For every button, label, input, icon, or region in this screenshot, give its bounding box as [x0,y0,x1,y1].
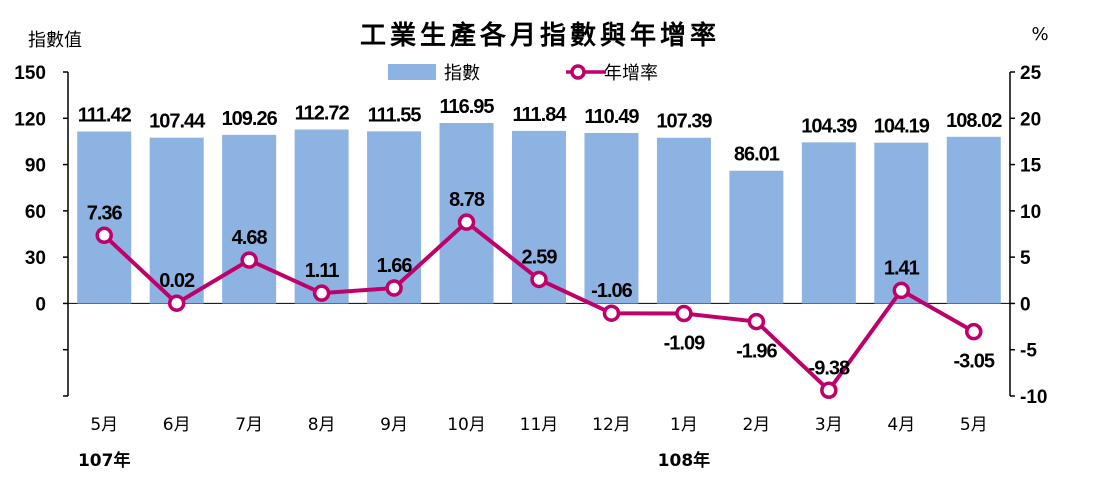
bar [222,134,277,304]
left-tick-label: 120 [14,109,46,130]
bar-value-label: 104.19 [874,116,930,138]
right-tick-label: 0 [1020,294,1031,315]
growth-rate-label: -3.05 [953,351,994,373]
growth-rate-point [965,322,983,341]
bar [656,137,711,304]
growth-rate-point [747,312,766,331]
bar [439,122,494,304]
growth-rate-point [675,304,693,323]
growth-rate-label: 2.59 [522,246,558,268]
bar-value-label: 111.42 [78,105,132,127]
growth-rate-label: 1.11 [305,260,340,282]
category-label: 1月 [670,415,698,435]
right-axis-title: % [1031,24,1048,45]
legend-line-marker [570,64,586,80]
left-axis-title: 指數值 [28,30,82,51]
growth-rate-label: 4.68 [232,227,268,249]
growth-rate-label: -1.96 [736,341,777,363]
category-label: 5月 [90,415,118,435]
bar [946,136,1001,304]
growth-rate-point [95,226,113,245]
bar [801,142,856,304]
left-tick-label: 30 [25,248,46,269]
category-label: 7月 [235,415,263,435]
year-label: 108年 [658,450,711,471]
category-label: 8月 [308,415,336,435]
bar-value-label: 116.95 [439,96,494,118]
left-tick-label: 0 [35,294,46,315]
chart-title: 工業生產各月指數與年增率 [360,20,720,51]
growth-rate-point [602,304,621,322]
growth-rate-point [530,270,548,289]
growth-rate-label: 1.41 [884,257,920,279]
category-label: 11月 [520,415,559,435]
bar [584,132,639,304]
growth-rate-label: 0.02 [159,270,195,292]
growth-rate-label: 7.36 [87,202,123,224]
left-tick-label: 60 [25,202,46,223]
growth-rate-label: -1.09 [664,333,705,355]
bar-value-label: 107.39 [656,111,712,133]
year-label: 107年 [78,450,131,471]
category-label: 10月 [447,415,486,435]
growth-rate-label: -1.06 [591,280,632,302]
bar-value-label: 111.55 [368,104,422,126]
growth-rate-point [385,279,403,297]
bar-value-label: 112.72 [295,103,350,125]
category-label: 4月 [887,415,915,435]
legend-bar-swatch [388,64,436,80]
bar [729,170,784,304]
growth-rate-point [457,213,476,231]
bar [149,137,204,304]
bar-value-label: 110.49 [584,106,639,128]
bar-value-label: 86.01 [734,144,780,166]
growth-rate-label: 8.78 [449,189,485,211]
growth-rate-label: 1.66 [377,255,413,277]
category-label: 12月 [592,415,631,435]
bar [367,131,422,304]
category-label: 2月 [742,415,770,435]
legend: 指數 年增率 [388,63,658,84]
bar-value-label: 111.84 [513,104,568,126]
right-tick-label: 25 [1020,63,1042,84]
right-tick-label: 15 [1020,156,1042,177]
category-label: 5月 [960,415,988,435]
right-tick-label: 5 [1020,248,1031,269]
bar-value-label: 107.44 [149,111,206,133]
right-tick-label: -5 [1020,341,1037,362]
category-label: 9月 [380,415,408,435]
plot-area: 150 120 90 60 30 0 25 20 15 10 5 0 -5 -10 111.42 107.44… [14,63,1047,471]
growth-rate-point [167,294,186,312]
bar [294,129,349,304]
left-tick-label: 150 [14,63,46,84]
growth-rate-point [312,284,331,302]
category-label: 6月 [163,415,191,435]
bar-value-label: 109.26 [222,108,278,130]
left-tick-label: 90 [25,156,46,177]
bar-value-label: 104.39 [801,115,857,137]
bar [874,142,929,304]
right-tick-label: -10 [1020,387,1047,408]
growth-rate-point [240,251,258,269]
category-label: 3月 [815,415,843,435]
bar [77,131,132,304]
growth-rate-point [820,381,838,400]
growth-rate-label: -9.38 [809,357,850,379]
growth-rate-point [892,281,911,300]
legend-line-label: 年增率 [604,63,658,84]
legend-bar-label: 指數 [444,63,480,84]
right-tick-label: 10 [1020,202,1041,223]
right-tick-label: 20 [1020,109,1041,130]
bar-value-label: 108.02 [946,110,1002,132]
